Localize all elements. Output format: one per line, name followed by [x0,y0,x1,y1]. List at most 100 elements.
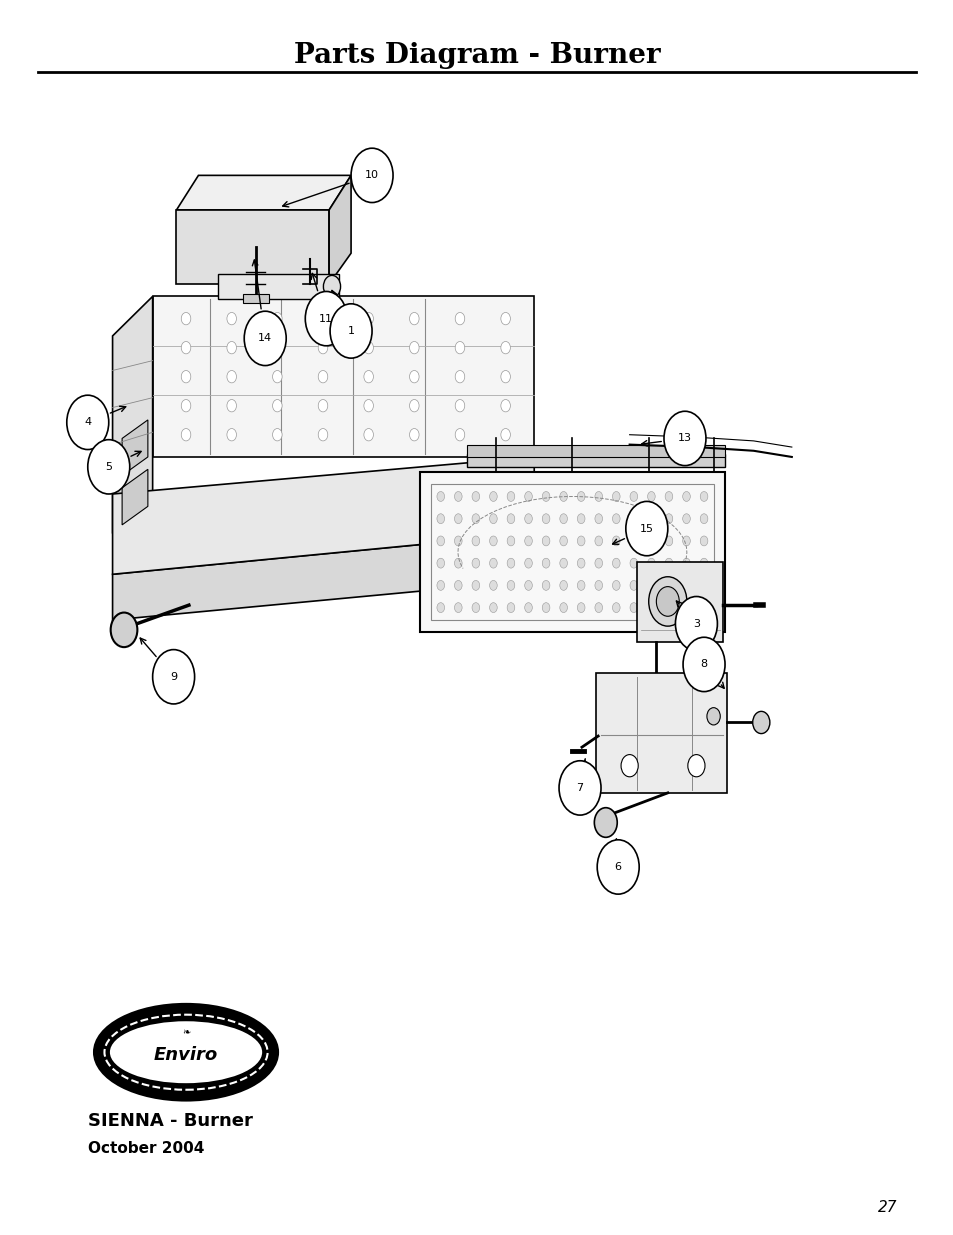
Circle shape [559,492,567,501]
Circle shape [507,514,515,524]
Circle shape [181,312,191,325]
Circle shape [524,514,532,524]
Circle shape [682,536,690,546]
Circle shape [489,580,497,590]
Circle shape [363,400,373,412]
Circle shape [664,514,672,524]
Text: ❧: ❧ [182,1028,190,1037]
Text: 8: 8 [700,659,707,669]
Circle shape [181,370,191,383]
Circle shape [227,370,236,383]
Circle shape [454,492,461,501]
Circle shape [489,603,497,613]
Circle shape [559,558,567,568]
Circle shape [507,603,515,613]
Circle shape [318,312,328,325]
Circle shape [629,580,637,590]
Circle shape [700,514,707,524]
Circle shape [595,580,602,590]
Text: 10: 10 [365,170,378,180]
Circle shape [318,341,328,353]
Circle shape [507,558,515,568]
Circle shape [524,492,532,501]
Circle shape [455,341,464,353]
Circle shape [227,400,236,412]
Circle shape [273,312,282,325]
Circle shape [273,370,282,383]
Circle shape [612,492,619,501]
Circle shape [409,341,418,353]
Circle shape [436,558,444,568]
Circle shape [244,311,286,366]
Circle shape [647,603,655,613]
Circle shape [682,514,690,524]
Circle shape [682,558,690,568]
Circle shape [472,536,479,546]
Circle shape [500,312,510,325]
Text: 27: 27 [877,1200,896,1215]
Circle shape [227,429,236,441]
Circle shape [647,492,655,501]
Circle shape [629,558,637,568]
Circle shape [436,536,444,546]
Circle shape [541,603,549,613]
Circle shape [687,755,704,777]
Circle shape [664,492,672,501]
Text: 11: 11 [319,314,333,324]
Circle shape [318,400,328,412]
Circle shape [454,514,461,524]
Circle shape [318,370,328,383]
Circle shape [700,580,707,590]
Text: 9: 9 [170,672,177,682]
Circle shape [577,558,584,568]
Circle shape [455,400,464,412]
Circle shape [682,580,690,590]
Polygon shape [467,454,724,467]
Circle shape [363,370,373,383]
Circle shape [595,558,602,568]
Circle shape [541,580,549,590]
Circle shape [524,558,532,568]
Polygon shape [431,484,713,620]
Circle shape [181,429,191,441]
Circle shape [706,708,720,725]
Circle shape [647,536,655,546]
Ellipse shape [104,1015,267,1089]
Circle shape [273,400,282,412]
Circle shape [647,558,655,568]
Circle shape [436,492,444,501]
Circle shape [682,603,690,613]
Text: Parts Diagram - Burner: Parts Diagram - Burner [294,42,659,69]
Circle shape [541,492,549,501]
Circle shape [700,536,707,546]
Circle shape [181,341,191,353]
Circle shape [647,580,655,590]
Polygon shape [217,274,338,299]
Text: 7: 7 [576,783,583,793]
Circle shape [454,603,461,613]
Circle shape [500,370,510,383]
Circle shape [595,536,602,546]
Text: 3: 3 [692,619,700,629]
Circle shape [752,711,769,734]
Circle shape [629,514,637,524]
Circle shape [663,411,705,466]
Circle shape [682,637,724,692]
Circle shape [111,613,137,647]
Circle shape [700,603,707,613]
Circle shape [612,603,619,613]
Circle shape [305,291,347,346]
Circle shape [648,577,686,626]
Circle shape [595,514,602,524]
Circle shape [455,312,464,325]
Circle shape [700,558,707,568]
Circle shape [88,440,130,494]
Text: 15: 15 [639,524,653,534]
Circle shape [363,429,373,441]
Ellipse shape [95,1005,276,1099]
Circle shape [541,558,549,568]
Polygon shape [152,296,534,457]
Circle shape [330,304,372,358]
Circle shape [507,580,515,590]
Circle shape [409,429,418,441]
